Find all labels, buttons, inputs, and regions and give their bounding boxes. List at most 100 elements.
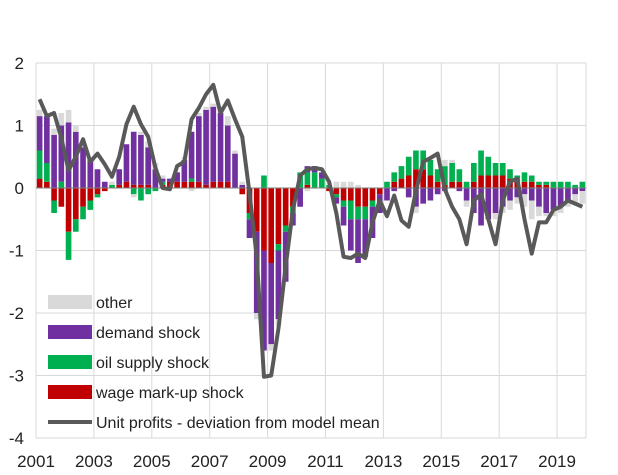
legend-swatch [48,295,92,309]
bars [36,103,586,351]
bar-demand-shock [463,188,470,201]
bar-demand-shock [239,184,246,188]
bar-oil-supply-shock [362,206,369,220]
bar-wage-mark-up-shock [275,188,282,245]
bar-oil-supply-shock [427,159,434,176]
legend-label: wage mark-up shock [95,385,245,402]
bar-wage-mark-up-shock [355,188,361,207]
bar-demand-shock [167,178,173,182]
bar-wage-mark-up-shock [478,175,484,188]
bar-demand-shock [427,188,434,201]
bar-oil-supply-shock [565,181,571,188]
x-tick-label: 2005 [133,452,171,471]
bar-wage-mark-up-shock [44,181,50,188]
bar-demand-shock [159,178,166,182]
bar-demand-shock [94,169,101,188]
bar-oil-supply-shock [528,175,535,182]
bar-wage-mark-up-shock [434,181,441,188]
bar-demand-shock [51,134,57,188]
bar-other [579,191,586,204]
bar-wage-mark-up-shock [405,175,412,188]
x-tick-labels: 2001 2003 2005 2007 2009 2011 2013 2015 2017 2019 [17,452,576,471]
bar-wage-mark-up-shock [94,188,101,195]
bar-wage-mark-up-shock [188,181,195,188]
bar-oil-supply-shock [109,184,115,188]
bar-other [514,197,521,204]
x-tick-label: 2011 [307,452,344,471]
bar-oil-supply-shock [449,163,455,182]
bar-other [58,113,65,126]
bar-wage-mark-up-shock [203,184,209,188]
bar-other [159,175,166,179]
bar-other [268,344,275,351]
bar-oil-supply-shock [536,181,542,185]
bar-demand-shock [174,172,180,182]
bar-other [340,181,347,188]
y-tick-label: -2 [9,304,24,323]
bar-wage-mark-up-shock [492,175,499,188]
legend-label: oil supply shock [96,355,210,372]
bar-demand-shock [87,159,94,188]
bar-oil-supply-shock [557,181,564,188]
bar-wage-mark-up-shock [391,181,398,188]
bar-other [253,313,260,320]
y-tick-label: 1 [15,117,24,136]
series-line-unit-profits [37,82,584,379]
legend-swatch [48,325,92,339]
bar-demand-shock [384,188,390,201]
bar-demand-shock [333,197,340,204]
bar-wage-mark-up-shock [224,181,231,188]
bar-other [413,206,419,213]
bar-wage-mark-up-shock [138,184,144,188]
bar-oil-supply-shock [550,181,557,188]
bar-oil-supply-shock [485,156,492,176]
bar-demand-shock [550,188,557,210]
bar-other [109,181,115,185]
bar-demand-shock [434,188,441,195]
bar-oil-supply-shock [145,188,151,195]
bar-wage-mark-up-shock [253,188,260,232]
bar-oil-supply-shock [94,194,101,198]
bar-demand-shock [275,250,282,320]
bar-other [528,200,535,220]
bar-demand-shock [319,172,325,179]
bar-demand-shock [116,169,123,185]
legend-swatch [48,355,92,369]
bar-other [449,159,455,163]
bar-wage-mark-up-shock [282,188,289,226]
bar-demand-shock [521,188,528,195]
bar-oil-supply-shock [72,219,79,232]
bar-other [543,213,550,217]
bar-wage-mark-up-shock [340,188,347,201]
bar-oil-supply-shock [355,206,361,220]
bar-other [36,109,43,117]
bar-demand-shock [485,188,492,220]
bar-oil-supply-shock [282,225,289,232]
bar-other [521,194,528,207]
bar-oil-supply-shock [65,231,72,260]
bar-other [355,184,361,188]
bar-demand-shock [543,188,550,213]
y-tick-label: -3 [9,367,24,386]
bar-demand-shock [405,188,412,198]
bar-demand-shock [261,250,267,351]
bar-wage-mark-up-shock [456,181,463,188]
bar-oil-supply-shock [478,150,484,176]
x-tick-label: 2019 [538,452,576,471]
bar-wage-mark-up-shock [376,188,383,195]
bar-oil-supply-shock [51,200,57,213]
bar-other [333,181,340,188]
bar-wage-mark-up-shock [499,175,506,188]
bar-wage-mark-up-shock [87,188,94,201]
bar-oil-supply-shock [471,163,477,182]
bar-other [188,188,195,192]
bar-wage-mark-up-shock [116,184,123,188]
bar-wage-mark-up-shock [536,184,542,188]
bar-wage-mark-up-shock [58,188,65,207]
y-tick-labels: -4 -3 -2 -1 0 1 2 [9,54,24,448]
bar-wage-mark-up-shock [449,181,455,188]
bar-wage-mark-up-shock [362,188,369,207]
bar-wage-mark-up-shock [239,188,246,195]
x-tick-label: 2003 [75,452,113,471]
